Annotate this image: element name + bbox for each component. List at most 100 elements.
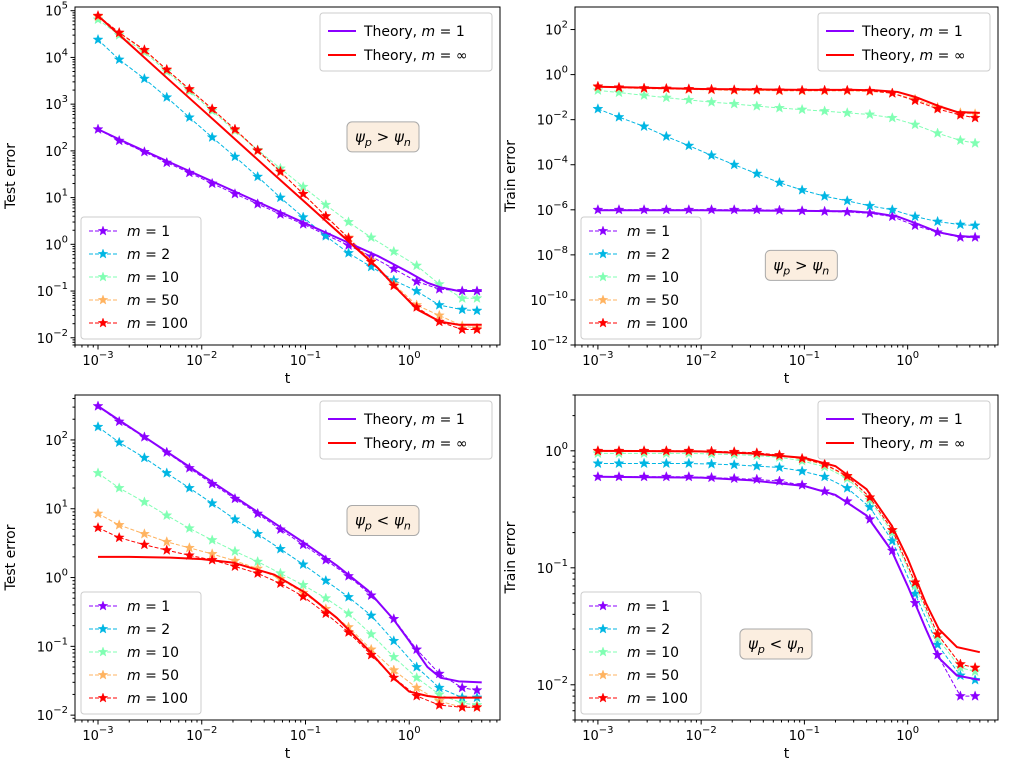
data-point bbox=[751, 204, 763, 215]
data-point bbox=[297, 211, 309, 222]
annotation-label: ψp < ψn bbox=[748, 635, 804, 656]
data-point bbox=[751, 447, 763, 458]
tick-label: 10−2 bbox=[37, 328, 68, 347]
data-point bbox=[864, 491, 876, 503]
tick-label: 10−1 bbox=[37, 281, 68, 300]
data-point bbox=[138, 72, 150, 84]
data-point bbox=[433, 699, 445, 710]
simulation-legend: m = 1 m = 2 m = 10 m = 50 m = 100 bbox=[80, 591, 202, 715]
legend-label: m = 100 bbox=[627, 316, 688, 332]
data-point bbox=[183, 522, 195, 533]
tick-label: 10−3 bbox=[82, 350, 113, 369]
legend-label: m = 50 bbox=[127, 293, 179, 309]
data-point bbox=[728, 458, 740, 470]
legend-label: m = 100 bbox=[127, 691, 188, 707]
data-point bbox=[320, 574, 332, 586]
tick-label: 100 bbox=[45, 234, 68, 253]
data-point bbox=[886, 524, 898, 535]
legend-marker bbox=[597, 317, 609, 328]
data-point bbox=[471, 292, 483, 303]
data-point bbox=[613, 457, 625, 469]
theory-line bbox=[98, 555, 482, 699]
data-point bbox=[819, 190, 831, 201]
data-point bbox=[706, 458, 718, 469]
theory-legend: Theory, m = 1 Theory, m = ∞ bbox=[319, 400, 493, 460]
theory-legend: Theory, m = 1 Theory, m = ∞ bbox=[817, 400, 991, 460]
tick-label: 10−1 bbox=[37, 636, 68, 655]
legend-label: m = 10 bbox=[127, 270, 179, 286]
simulation-legend: m = 1 m = 2 m = 10 m = 50 m = 100 bbox=[580, 591, 702, 715]
data-point bbox=[864, 108, 876, 120]
theory-line bbox=[97, 405, 482, 684]
data-point bbox=[113, 482, 125, 493]
data-point bbox=[683, 139, 695, 151]
data-point bbox=[728, 472, 740, 484]
simulation-legend: m = 1 m = 2 m = 10 m = 50 m = 100 bbox=[80, 216, 202, 340]
tick-label: 100 bbox=[45, 568, 68, 587]
chart-panel-top-left: 10−3 10−2 10−1 100 10−2 10−1 100 101 102 103 104 10… bbox=[3, 1, 501, 387]
data-point bbox=[841, 107, 853, 118]
data-point bbox=[113, 53, 125, 65]
data-point bbox=[229, 492, 241, 504]
legend-label: m = 50 bbox=[627, 293, 679, 309]
annotation-label: ψp > ψn bbox=[773, 256, 829, 277]
data-point bbox=[365, 628, 377, 639]
data-point bbox=[592, 80, 604, 92]
legend-marker bbox=[97, 271, 109, 282]
data-point bbox=[252, 198, 264, 209]
tick-label: 10−8 bbox=[537, 245, 568, 264]
tick-label: 10−10 bbox=[530, 290, 568, 309]
data-point bbox=[388, 651, 400, 662]
data-point bbox=[471, 701, 483, 712]
data-point bbox=[206, 177, 218, 189]
data-point bbox=[411, 259, 423, 271]
regime-annotation: ψp > ψn bbox=[764, 249, 838, 281]
data-point bbox=[161, 156, 173, 168]
y-axis-label: Train error bbox=[503, 521, 519, 594]
theory-line bbox=[597, 475, 981, 681]
data-point bbox=[909, 576, 921, 588]
data-point bbox=[706, 96, 718, 107]
legend-label: Theory, m = 1 bbox=[861, 24, 963, 40]
legend-label: m = 10 bbox=[627, 645, 679, 661]
legend-marker bbox=[597, 271, 609, 282]
data-point bbox=[773, 461, 785, 473]
theory-m-inf bbox=[98, 555, 482, 699]
data-point bbox=[411, 681, 423, 693]
theory-line bbox=[597, 449, 981, 654]
data-point bbox=[613, 86, 625, 98]
data-point bbox=[909, 210, 921, 222]
legend-label: m = 100 bbox=[627, 691, 688, 707]
data-point bbox=[206, 478, 218, 489]
data-point bbox=[274, 523, 286, 535]
theory-m-1 bbox=[597, 475, 981, 681]
data-point bbox=[274, 543, 286, 554]
data-point bbox=[773, 102, 785, 113]
data-point bbox=[886, 204, 898, 215]
series-line bbox=[597, 86, 976, 115]
simulation-legend: m = 1 m = 2 m = 10 m = 50 m = 100 bbox=[580, 216, 702, 340]
tick-label: 10−2 bbox=[537, 110, 568, 129]
data-point bbox=[660, 130, 672, 142]
data-point bbox=[138, 538, 150, 550]
axes-frame bbox=[74, 394, 501, 721]
legend-marker bbox=[97, 669, 109, 680]
data-point bbox=[706, 204, 718, 215]
data-point bbox=[229, 123, 241, 134]
legend-marker bbox=[97, 317, 109, 328]
data-point bbox=[751, 100, 763, 111]
legend-marker bbox=[597, 600, 609, 611]
data-point bbox=[297, 538, 309, 550]
data-point bbox=[660, 91, 672, 103]
regime-annotation: ψp < ψn bbox=[346, 505, 420, 536]
data-point bbox=[92, 421, 104, 432]
legend-frame bbox=[817, 12, 991, 72]
data-point bbox=[320, 210, 332, 221]
legend-label: m = 100 bbox=[127, 316, 188, 332]
data-point bbox=[411, 671, 423, 683]
data-point bbox=[841, 195, 853, 206]
x-axis-label: t bbox=[285, 371, 291, 387]
legend-label: Theory, m = 1 bbox=[363, 412, 465, 428]
data-point bbox=[456, 303, 468, 315]
